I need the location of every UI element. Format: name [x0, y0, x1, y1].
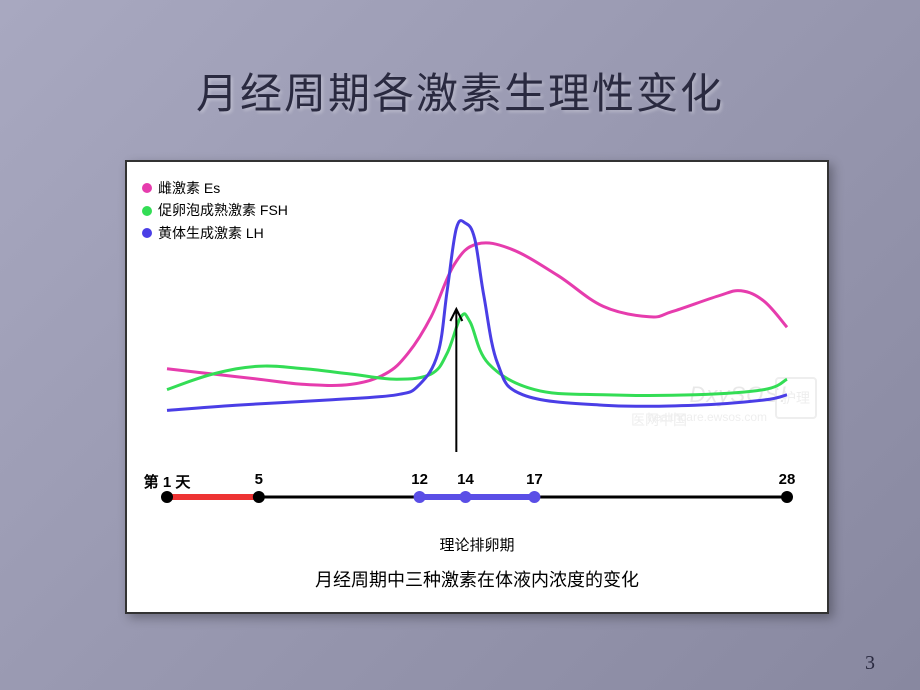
axis-tick-label: 5 [255, 471, 263, 488]
axis-tick-dot [253, 491, 265, 503]
slide-title: 月经周期各激素生理性变化 [0, 60, 920, 121]
axis-tick-label: 第 1 天 [144, 471, 191, 492]
curves-svg [137, 172, 817, 472]
chart-container: 雌激素 Es 促卵泡成熟激素 FSH 黄体生成激素 LH DxySOS! 医网中… [125, 160, 829, 614]
slide: 月经周期各激素生理性变化 雌激素 Es 促卵泡成熟激素 FSH 黄体生成激素 L… [0, 0, 920, 690]
axis-tick-dot [528, 491, 540, 503]
axis-tick-label: 12 [411, 471, 428, 488]
plot-area [137, 172, 817, 472]
ovulation-label: 理论排卵期 [127, 534, 827, 555]
series-lh [167, 221, 787, 411]
axis-tick-label: 17 [526, 471, 543, 488]
x-axis: 第 1 天512141728 [137, 477, 817, 537]
axis-tick-label: 28 [779, 471, 796, 488]
axis-tick-dot [414, 491, 426, 503]
axis-tick-dot [781, 491, 793, 503]
page-number: 3 [865, 652, 875, 675]
axis-svg [137, 477, 817, 537]
axis-tick-dot [161, 491, 173, 503]
chart-caption: 月经周期中三种激素在体液内浓度的变化 [127, 566, 827, 592]
axis-tick-label: 14 [457, 471, 474, 488]
series-es [167, 243, 787, 386]
indicator-arrow-icon [450, 309, 462, 452]
axis-tick-dot [460, 491, 472, 503]
series-fsh [167, 314, 787, 396]
